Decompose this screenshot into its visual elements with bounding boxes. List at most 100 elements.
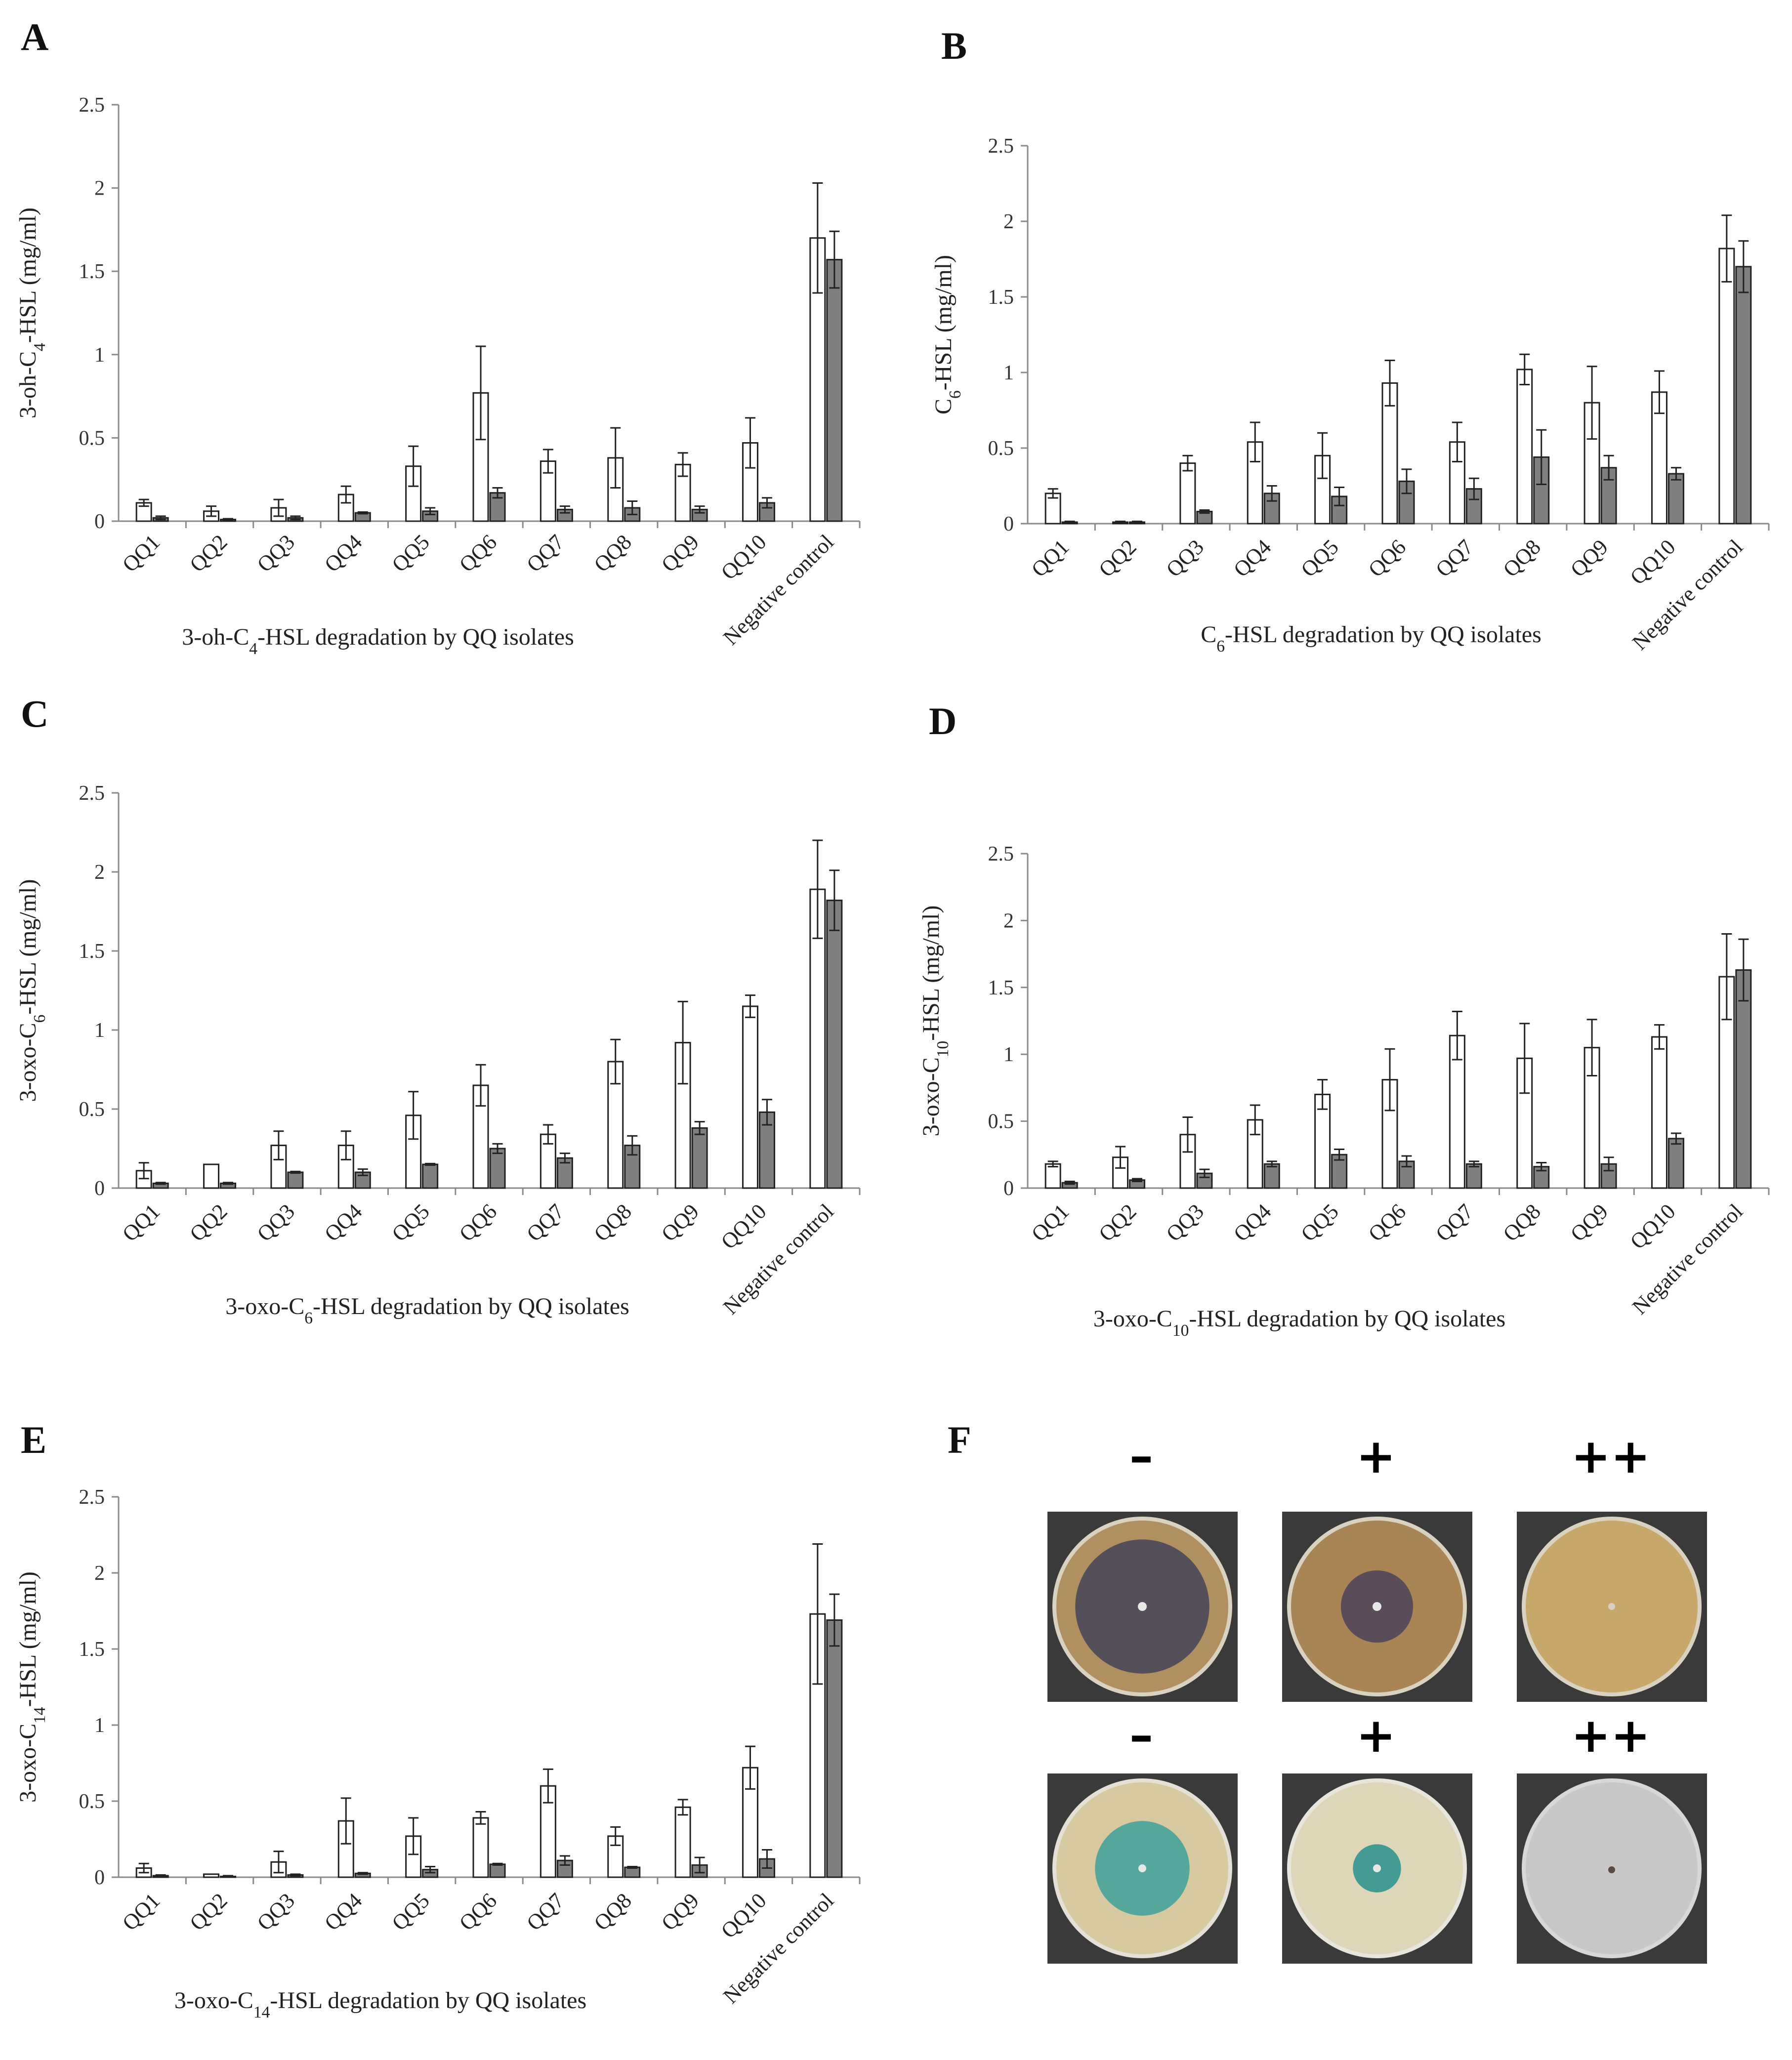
plate-sign: ++: [1571, 1429, 1651, 1484]
y-axis-label-part: -HSL (mg/ml): [15, 1571, 41, 1707]
y-axis-label-subscript: 4: [31, 343, 49, 351]
y-axis-label-part: C: [930, 399, 957, 414]
category-label: QQ2: [185, 530, 232, 577]
bar-gray: [691, 1127, 708, 1189]
category-label: QQ3: [252, 1888, 299, 1935]
plate-well: [1608, 1866, 1615, 1873]
panel-letter-f: F: [948, 1418, 971, 1461]
chart-a: 00.511.522.53-oh-C4-HSL (mg/ml)3-oh-C4-H…: [15, 94, 861, 658]
agar-plate: [1517, 1512, 1707, 1702]
category-label: QQ8: [589, 1888, 636, 1935]
category-label: QQ8: [589, 530, 636, 577]
y-tick-label: 0.5: [79, 1098, 105, 1121]
y-tick-label: 2: [1003, 909, 1014, 932]
category-label: QQ5: [1296, 1199, 1343, 1246]
bar-gray: [826, 259, 843, 522]
y-tick-label: 1: [94, 1019, 105, 1042]
panel-letter-c: C: [21, 692, 49, 735]
category-label: QQ3: [1162, 535, 1209, 581]
category-label: QQ9: [657, 1888, 704, 1935]
category-label: QQ3: [252, 1199, 299, 1246]
category-label: QQ1: [1027, 1199, 1074, 1246]
plate-well: [1138, 1602, 1147, 1611]
y-axis-label-part: -HSL (mg/ml): [15, 879, 41, 1015]
category-label: QQ3: [1162, 1199, 1209, 1246]
bar-white: [203, 1163, 220, 1189]
category-label: QQ7: [522, 530, 569, 577]
category-label: QQ5: [1296, 535, 1343, 581]
x-axis-label: 3-oxo-C14-HSL degradation by QQ isolates: [174, 1987, 586, 2021]
bar-gray: [1196, 1172, 1213, 1189]
bar-white: [1044, 1163, 1061, 1189]
bar-gray: [826, 900, 843, 1189]
category-label: QQ10: [716, 1888, 771, 1943]
category-label: QQ10: [1625, 535, 1680, 589]
bar-white: [1718, 247, 1735, 525]
bar-white: [203, 1873, 220, 1878]
x-axis-label-part: -HSL degradation by QQ isolates: [313, 1293, 629, 1319]
bar-gray: [489, 1148, 506, 1189]
x-axis-label-part: -HSL degradation by QQ isolates: [1189, 1306, 1505, 1332]
panel-letter-b: B: [941, 24, 967, 67]
category-label: QQ4: [320, 530, 367, 577]
plate-well: [1608, 1603, 1615, 1610]
chart-c: 00.511.522.53-oxo-C6-HSL (mg/ml)3-oxo-C6…: [15, 782, 861, 1327]
bar-gray: [758, 502, 775, 522]
category-label: QQ1: [118, 530, 165, 577]
y-tick-label: 0.5: [988, 437, 1014, 460]
category-label: QQ9: [657, 530, 704, 577]
panel-letter-d: D: [929, 700, 957, 742]
plate-sign: –: [1129, 1429, 1153, 1484]
x-axis-label-part: C: [1201, 621, 1216, 648]
category-label: QQ10: [716, 530, 771, 584]
category-label: QQ1: [118, 1199, 165, 1246]
category-label: QQ1: [118, 1888, 165, 1935]
category-label: QQ2: [185, 1888, 232, 1935]
category-label: QQ7: [522, 1888, 569, 1935]
x-axis-label-part: 3-oxo-C: [225, 1293, 304, 1319]
category-label: QQ4: [320, 1888, 367, 1935]
y-axis-label-part: 3-oxo-C: [918, 1057, 944, 1136]
category-label: QQ6: [455, 1888, 501, 1935]
agar-plate: [1517, 1773, 1707, 1964]
y-tick-label: 0: [1003, 1177, 1014, 1200]
x-axis-label-subscript: 4: [249, 640, 257, 658]
category-label: QQ2: [185, 1199, 232, 1246]
category-label: QQ8: [1499, 1199, 1545, 1246]
category-label: QQ10: [716, 1199, 771, 1254]
plate-well: [1138, 1864, 1146, 1872]
category-label: QQ3: [252, 530, 299, 577]
y-axis-label: 3-oxo-C14-HSL (mg/ml): [15, 1571, 49, 1803]
y-tick-label: 1: [1003, 1043, 1014, 1066]
y-axis-label-part: -HSL (mg/ml): [15, 207, 41, 343]
y-axis-label-part: -HSL (mg/ml): [918, 906, 944, 1041]
bar-gray: [1263, 1163, 1280, 1189]
x-axis-label: 3-oxo-C10-HSL degradation by QQ isolates: [1093, 1306, 1505, 1340]
bar-white: [1651, 391, 1667, 525]
bar-gray: [1735, 266, 1752, 525]
y-axis-label-part: 3-oh-C: [15, 351, 41, 418]
bar-white: [1516, 369, 1533, 525]
category-label: QQ6: [455, 1199, 501, 1246]
bar-gray: [1735, 969, 1752, 1189]
y-axis-label-subscript: 6: [946, 390, 964, 399]
x-axis-label-part: 3-oxo-C: [1093, 1306, 1172, 1332]
plate-sign: ++: [1571, 1708, 1651, 1763]
y-axis-label-part: -HSL (mg/ml): [930, 255, 957, 390]
category-label: QQ8: [589, 1199, 636, 1246]
y-axis-label-subscript: 6: [31, 1015, 49, 1023]
bar-gray: [287, 1171, 304, 1189]
chart-b: 00.511.522.5C6-HSL (mg/ml)C6-HSL degrada…: [930, 135, 1770, 656]
category-label: QQ5: [387, 530, 434, 577]
y-tick-label: 1.5: [79, 1638, 105, 1661]
bar-gray: [1667, 1138, 1684, 1189]
y-tick-label: 1: [1003, 362, 1014, 384]
y-tick-label: 2: [1003, 210, 1014, 233]
y-axis-label-part: 3-oxo-C: [15, 1724, 41, 1803]
panel-letter-e: E: [21, 1418, 47, 1461]
y-tick-label: 1.5: [988, 286, 1014, 309]
category-label: QQ5: [387, 1888, 434, 1935]
bar-white: [1381, 382, 1398, 525]
x-axis-label-part: -HSL degradation by QQ isolates: [270, 1987, 586, 2014]
category-label: QQ9: [1566, 1199, 1613, 1246]
